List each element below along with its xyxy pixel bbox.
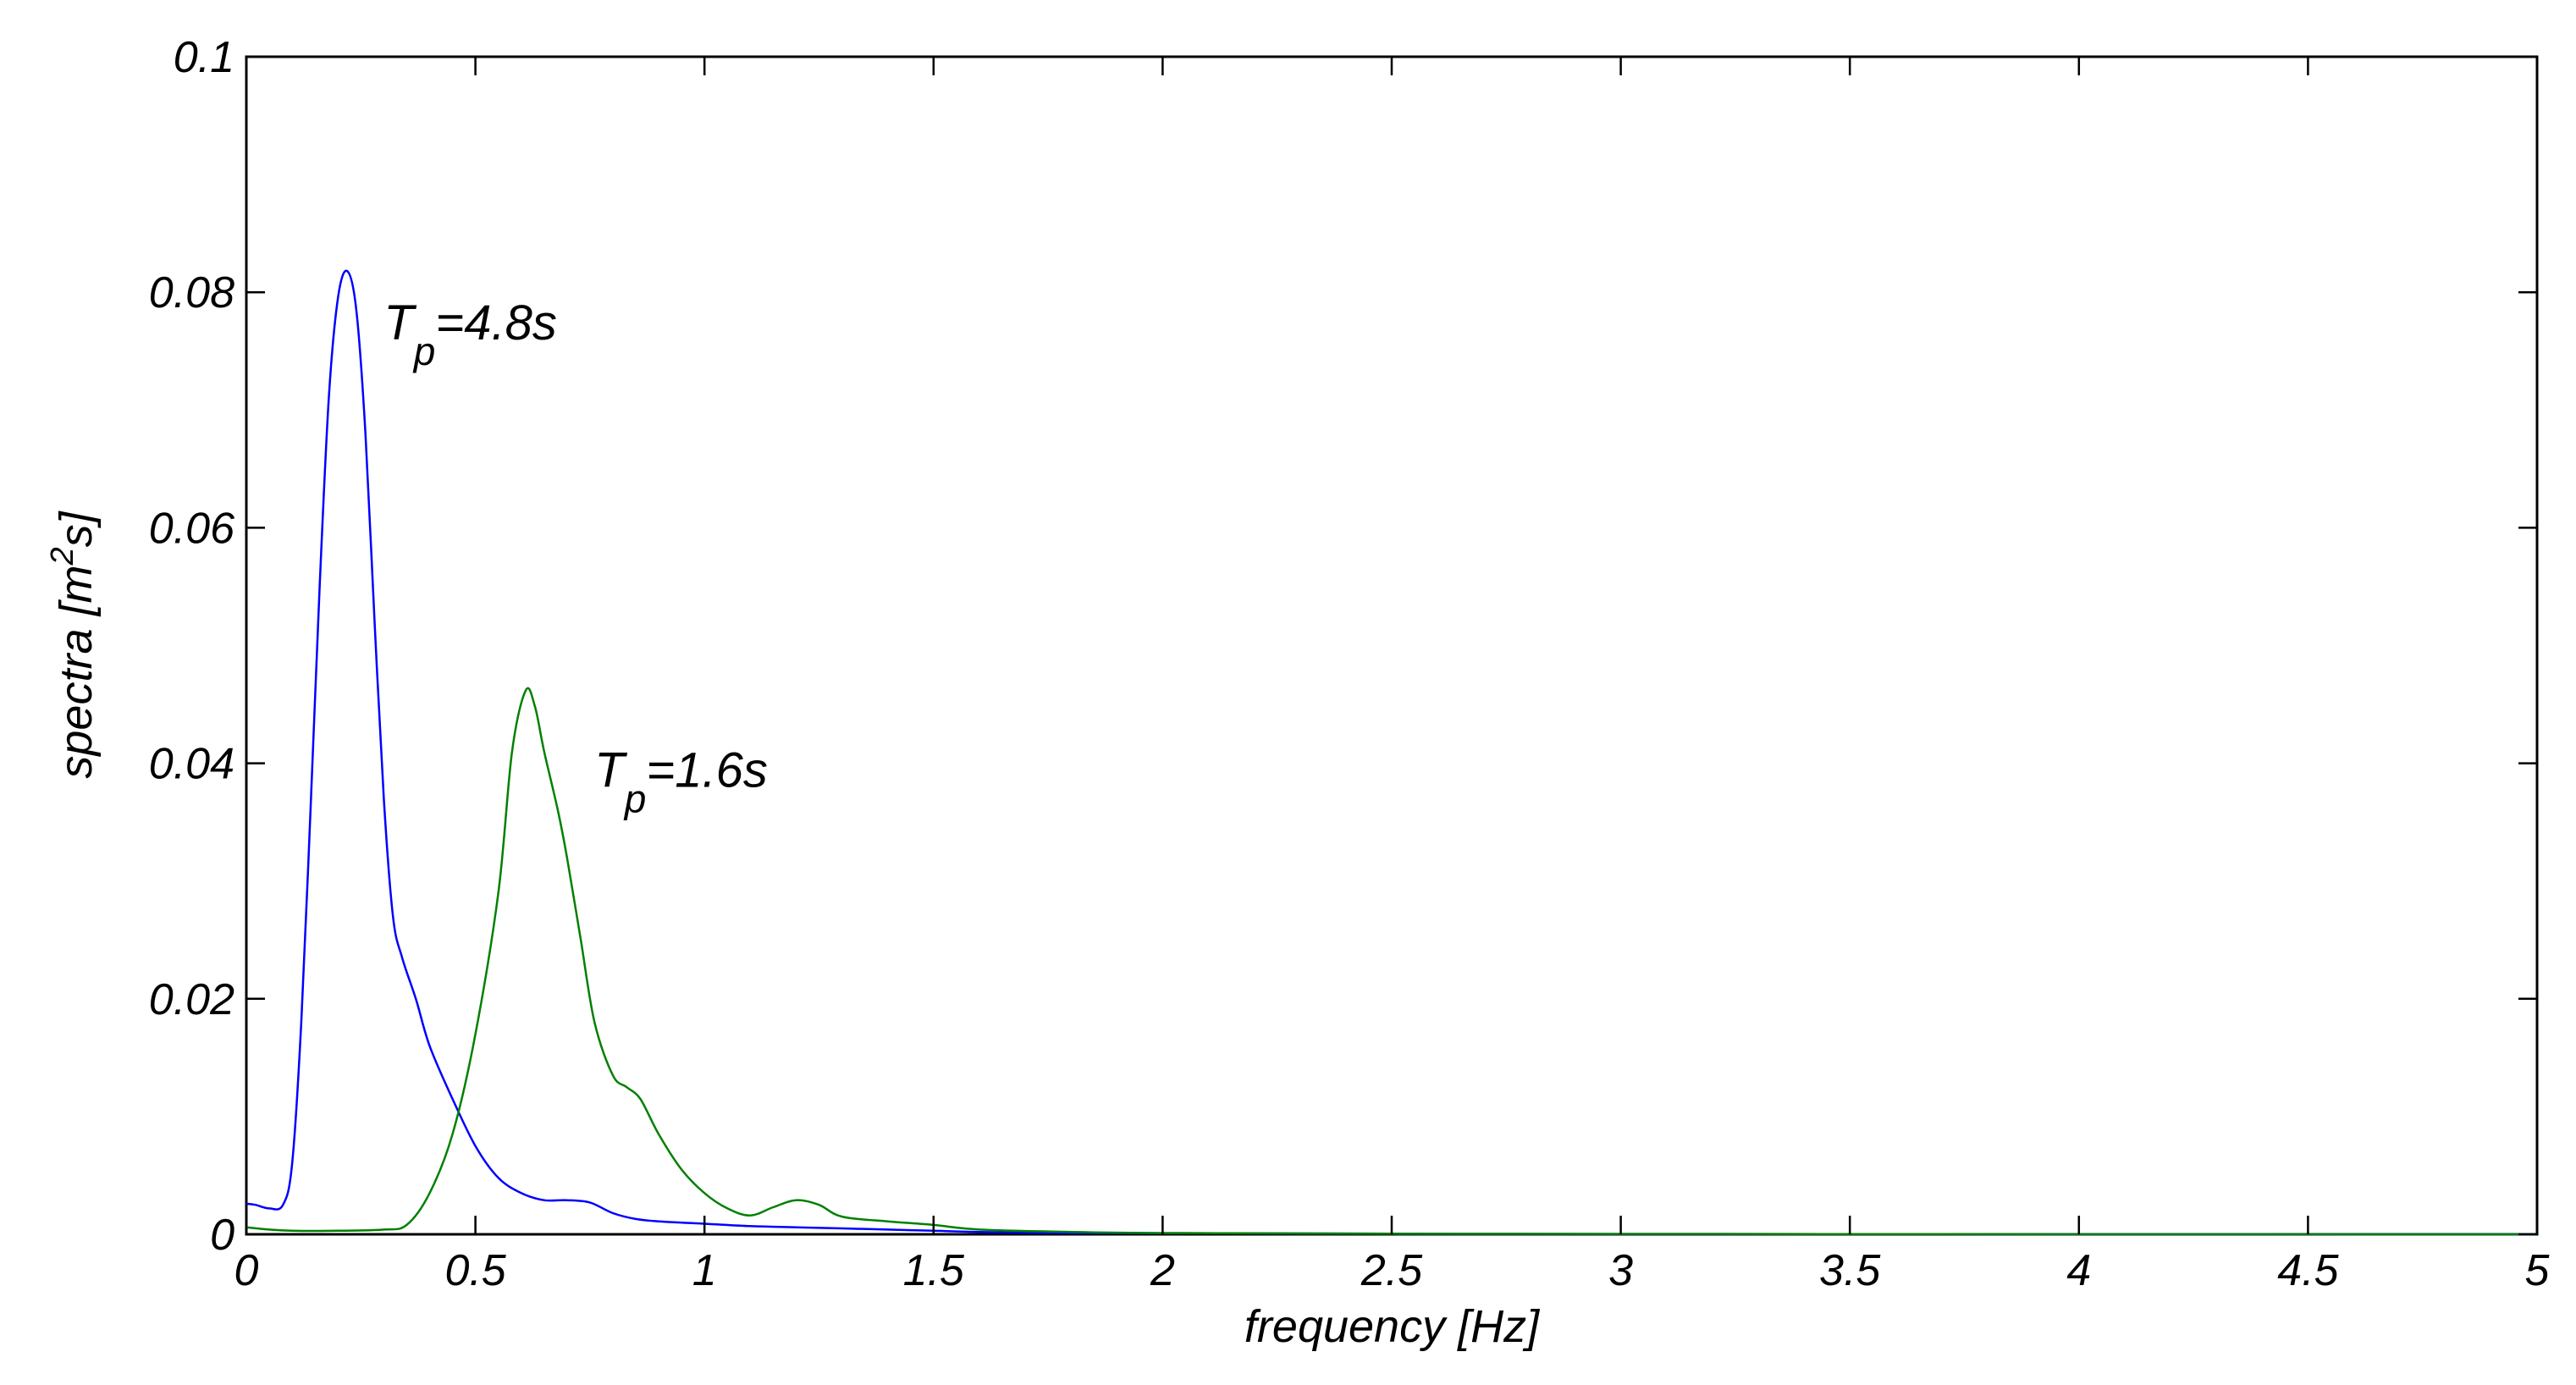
y-axis-label-prefix: spectra [m <box>51 566 102 779</box>
peak-period-annotation: Tp=1.6s <box>594 742 768 820</box>
x-tick-label: 3.5 <box>1819 1246 1881 1295</box>
x-tick-label: 4.5 <box>2277 1246 2339 1295</box>
x-tick-label: 2 <box>1150 1246 1175 1295</box>
series-layer <box>245 269 2538 1236</box>
plot-area <box>245 55 2539 1236</box>
x-tick-label: 0 <box>234 1246 259 1295</box>
y-axis-label: spectra [m2s] <box>45 510 102 778</box>
y-tick-label: 0.08 <box>149 268 234 317</box>
series-line-2 <box>245 687 2538 1236</box>
x-tick-label: 4 <box>2066 1246 2091 1295</box>
x-tick-label: 3 <box>1608 1246 1633 1295</box>
annotation-rest: =4.8s <box>435 295 557 350</box>
y-tick-label: 0 <box>210 1211 234 1260</box>
y-axis-label-suffix: s] <box>51 510 102 547</box>
annotation-main: T <box>383 295 416 350</box>
peak-period-annotation: Tp=4.8s <box>383 295 557 373</box>
y-axis-label-superscript: 2 <box>45 547 80 566</box>
y-tick-label: 0.04 <box>149 740 234 789</box>
ticks-layer: 0 0.5 1 1.5 2 2.5 3 3.5 4 4.5 5 0 0.02 0.04 0.06 0.08 0.… <box>149 33 2551 1295</box>
annotation-subscript: p <box>623 776 647 820</box>
annotation-rest: =1.6s <box>646 742 768 797</box>
x-tick-label: 0.5 <box>444 1246 506 1295</box>
annotation-subscript: p <box>412 329 436 373</box>
x-tick-label: 1.5 <box>903 1246 965 1295</box>
y-tick-label: 0.02 <box>149 975 234 1024</box>
x-tick-label: 2.5 <box>1360 1246 1423 1295</box>
x-tick-label: 1 <box>692 1246 717 1295</box>
y-tick-label: 0.1 <box>174 33 234 82</box>
x-axis-label: frequency [Hz] <box>1244 1301 1541 1352</box>
y-tick-label: 0.06 <box>149 504 234 553</box>
x-tick-label: 5 <box>2525 1246 2551 1295</box>
annotation-main: T <box>594 742 627 797</box>
